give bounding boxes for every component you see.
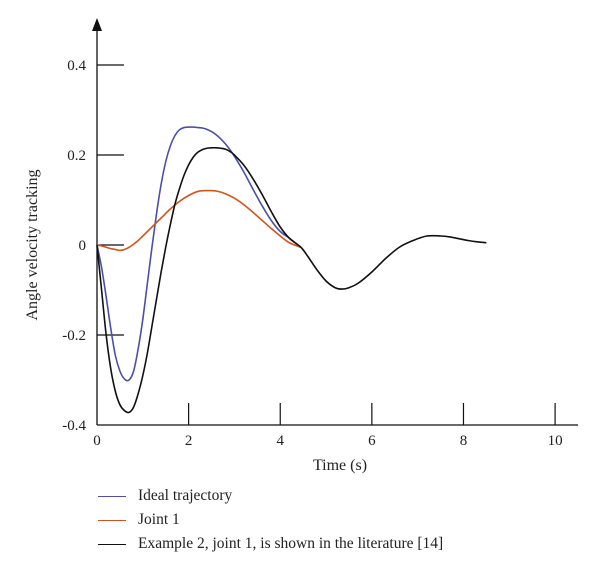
y-tick-label: -0.2 xyxy=(62,328,86,344)
x-axis-title: Time (s) xyxy=(313,457,367,474)
legend-label-ideal-trajectory: Ideal trajectory xyxy=(138,487,233,504)
x-tick-label: 4 xyxy=(276,433,284,449)
y-axis-title: Angle velocity tracking xyxy=(24,169,41,320)
legend-label-example-2: Example 2, joint 1, is shown in the lite… xyxy=(138,535,444,552)
legend-item-ideal-trajectory: Ideal trajectory xyxy=(98,484,443,508)
x-tick-label: 10 xyxy=(548,433,563,449)
y-axis-ticks: 0.4 0.2 0 -0.2 -0.4 xyxy=(62,58,124,434)
x-axis-ticks: 0 2 4 6 8 10 xyxy=(93,403,563,449)
legend-swatch-example-2 xyxy=(98,543,126,545)
legend-label-joint-1: Joint 1 xyxy=(138,511,180,528)
x-tick-label: 8 xyxy=(460,433,468,449)
chart-axes xyxy=(92,18,578,426)
y-axis-arrow xyxy=(92,18,102,31)
legend-swatch-ideal-trajectory xyxy=(98,495,126,497)
y-tick-label: 0 xyxy=(79,238,87,254)
y-tick-label: 0.2 xyxy=(67,148,86,164)
line-chart: 0 2 4 6 8 10 0.4 0.2 0 -0.2 -0.4 Time (s) Angle v… xyxy=(24,18,578,474)
series-ideal-trajectory-line xyxy=(96,126,302,382)
x-tick-label: 0 xyxy=(93,433,101,449)
chart-legend: Ideal trajectory Joint 1 Example 2, join… xyxy=(98,484,443,556)
y-tick-label: 0.4 xyxy=(67,58,86,74)
series-layer xyxy=(96,126,487,414)
y-tick-label: -0.4 xyxy=(62,418,86,434)
legend-item-example-2: Example 2, joint 1, is shown in the lite… xyxy=(98,532,443,556)
x-tick-label: 6 xyxy=(368,433,376,449)
legend-item-joint-1: Joint 1 xyxy=(98,508,443,532)
series-example-2-line xyxy=(96,146,487,414)
x-tick-label: 2 xyxy=(185,433,193,449)
legend-swatch-joint-1 xyxy=(98,519,126,521)
